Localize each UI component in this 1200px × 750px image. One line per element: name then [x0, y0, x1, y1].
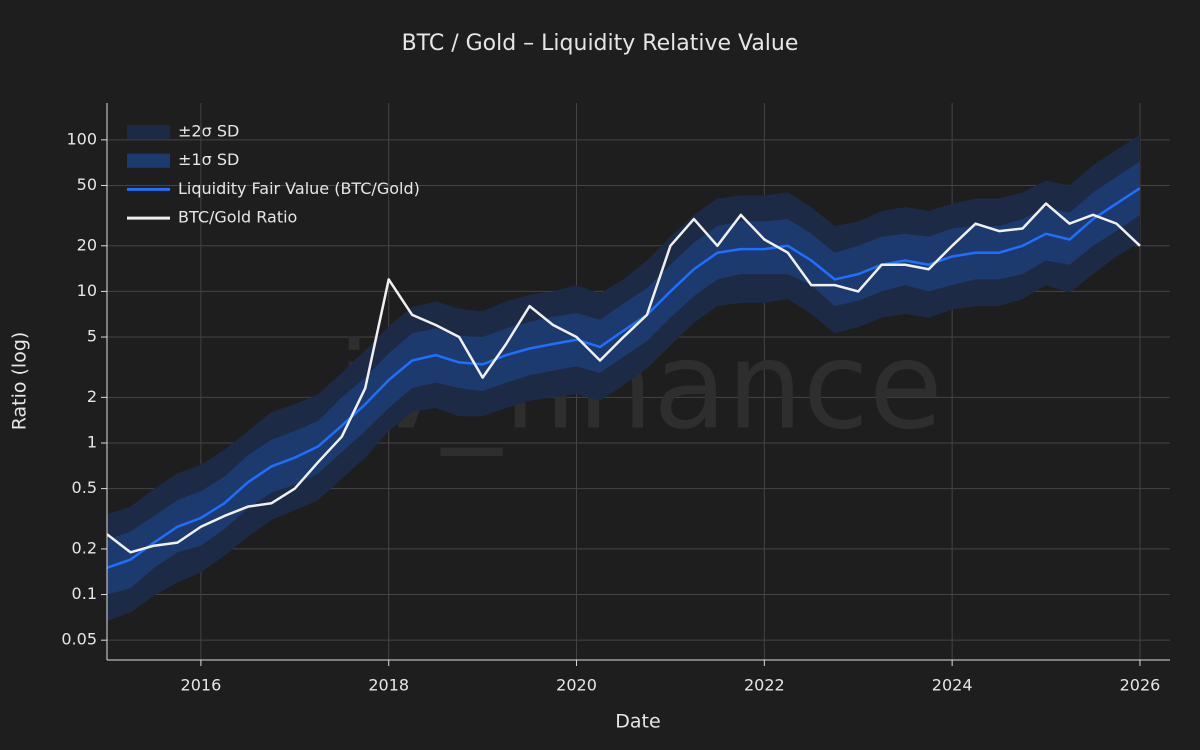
y-tick-label: 20	[77, 235, 97, 254]
x-tick-label: 2024	[932, 676, 973, 695]
series-line	[107, 202, 1141, 554]
x-axis-title: Date	[615, 711, 660, 733]
y-tick-label: 100	[66, 129, 97, 148]
x-tick-label: 2026	[1120, 676, 1161, 695]
y-tick-label: 5	[87, 327, 97, 346]
y-tick-label: 0.1	[72, 584, 97, 603]
legend: ±2σ SD ±1σ SD Liquidity Fair Value (BTC/Go…	[127, 122, 420, 227]
y-tick-label: 0.5	[72, 478, 97, 497]
x-tick-label: 2016	[181, 676, 222, 695]
legend-label: Liquidity Fair Value (BTC/Gold)	[178, 179, 420, 198]
legend-label: ±2σ SD	[178, 122, 239, 141]
y-tick-label: 10	[77, 281, 97, 300]
y-tick-label: 0.2	[72, 538, 97, 557]
legend-label: ±1σ SD	[178, 150, 239, 169]
x-tick-label: 2022	[744, 676, 785, 695]
y-tick-label: 1	[87, 432, 97, 451]
chart-title: BTC / Gold – Liquidity Relative Value	[402, 31, 799, 56]
plot-area: 0.05 0.1 0.2 0.5 1 2 5 10 20 50 100 2016 2018 2020 202…	[61, 103, 1170, 695]
series-group	[107, 134, 1141, 621]
y-tick-label: 2	[87, 387, 97, 406]
y-axis-title: Ratio (log)	[9, 332, 31, 431]
series-line	[107, 187, 1141, 570]
x-tick-label: 2020	[556, 676, 597, 695]
y-tick-label: 0.05	[61, 630, 97, 649]
legend-label: BTC/Gold Ratio	[178, 208, 297, 227]
legend-swatch	[127, 153, 170, 168]
legend-swatch	[127, 125, 170, 139]
x-tick-label: 2018	[368, 676, 409, 695]
sd-band	[107, 161, 1140, 595]
y-tick-label: 50	[77, 175, 97, 194]
